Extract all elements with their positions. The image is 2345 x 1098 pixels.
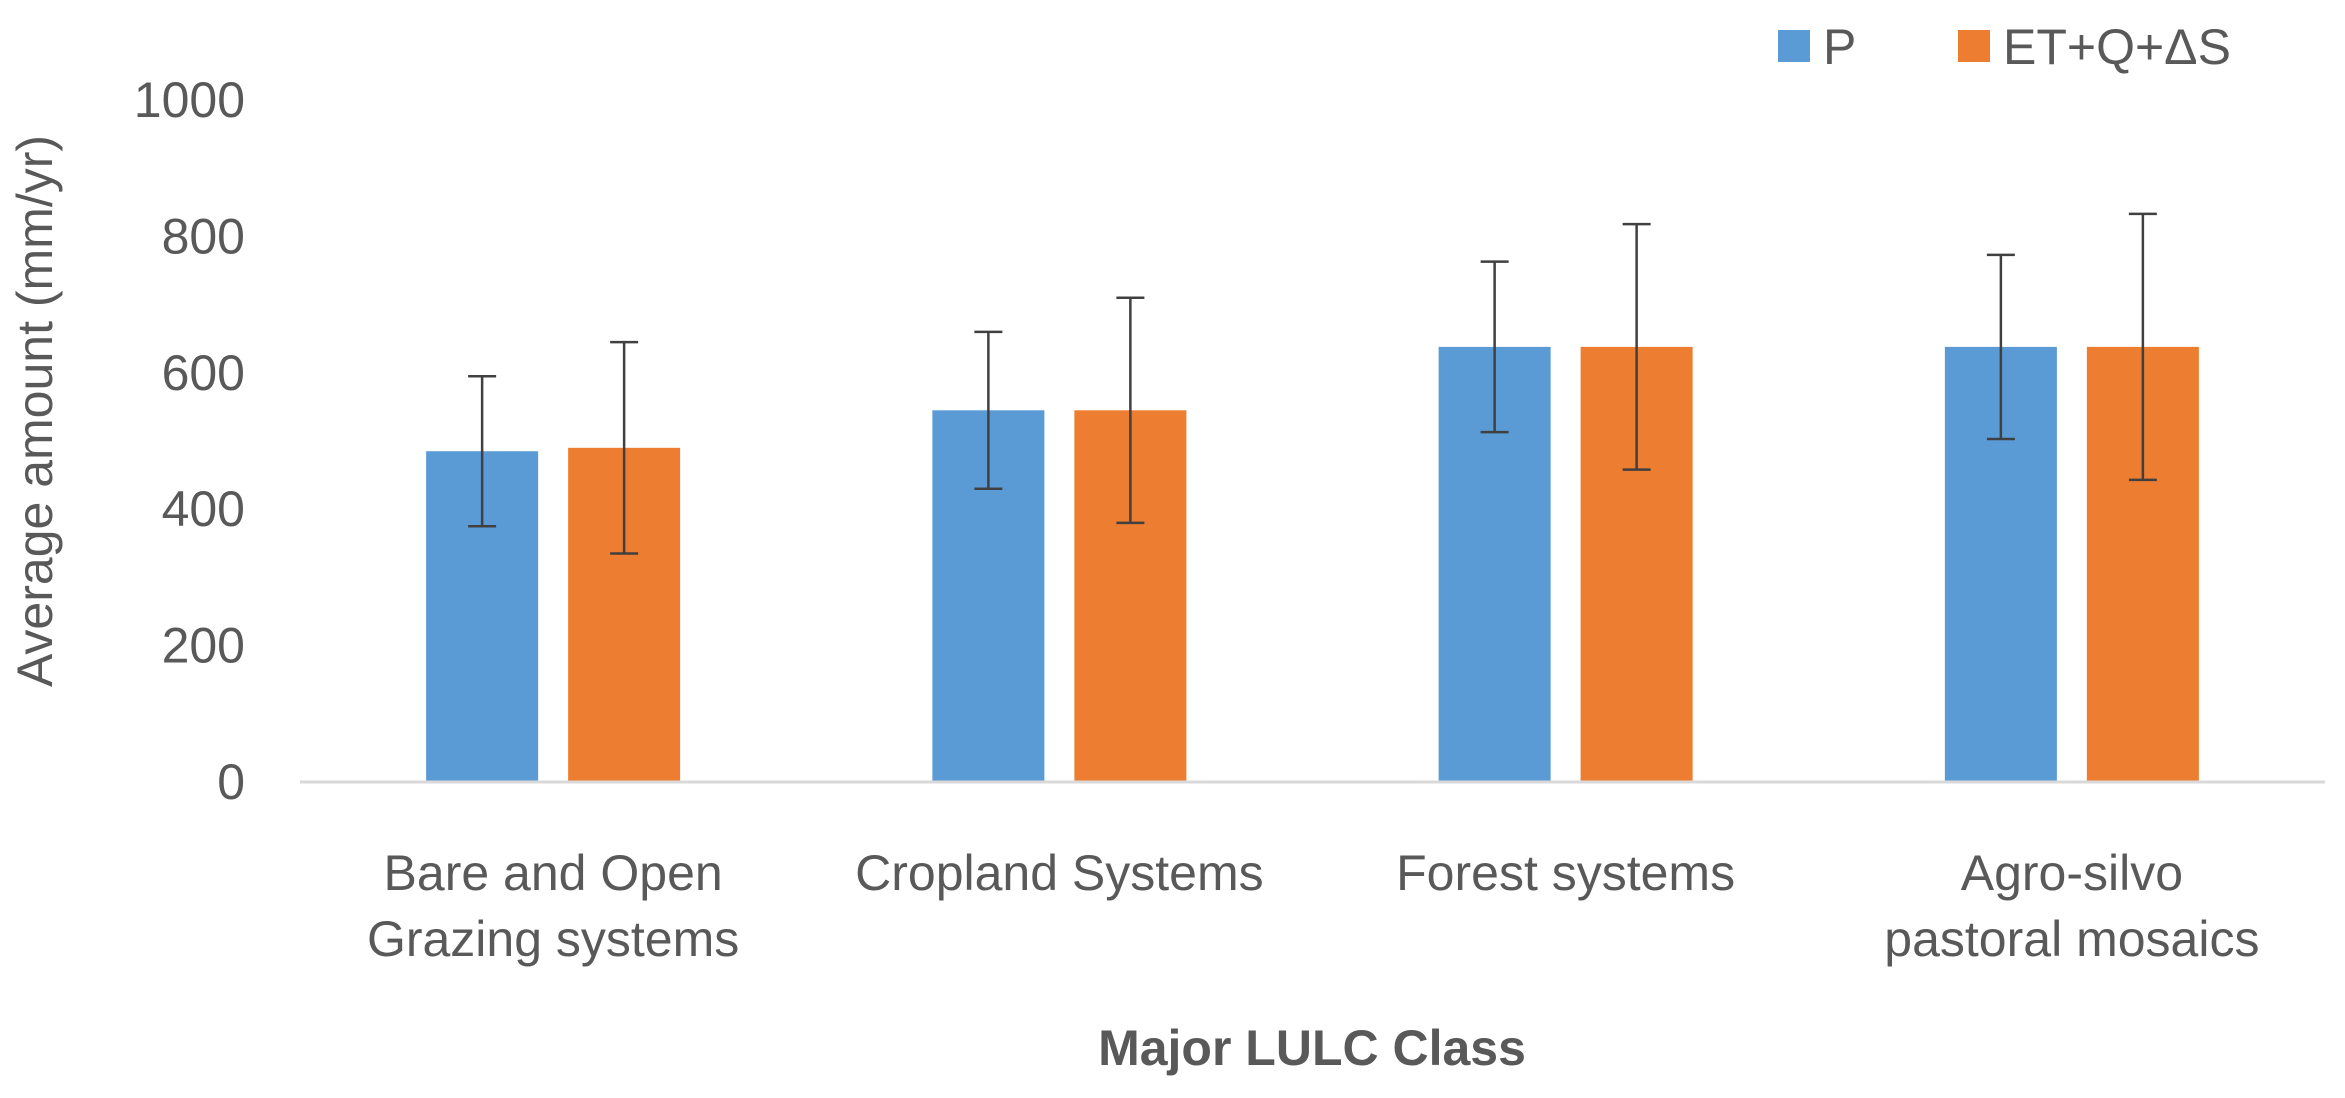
error-bar bbox=[468, 374, 497, 528]
x-category-label: Cropland Systems bbox=[855, 845, 1264, 901]
y-tick-label: 600 bbox=[162, 345, 245, 401]
legend-label: P bbox=[1823, 19, 1856, 75]
legend-label: ET+Q+ΔS bbox=[2003, 19, 2231, 75]
legend-p: P bbox=[1778, 19, 1856, 75]
error-bar bbox=[1116, 296, 1145, 525]
error-bar bbox=[610, 340, 639, 555]
legend-swatch bbox=[1778, 30, 1810, 62]
y-axis: 0 200 400 600 800 1000 bbox=[134, 72, 245, 810]
bars bbox=[426, 346, 2199, 782]
error-bar bbox=[2128, 212, 2157, 482]
x-category-label: Forest systems bbox=[1396, 845, 1735, 901]
legend: P ET+Q+ΔS bbox=[1778, 19, 2231, 75]
y-axis-title: Average amount (mm/yr) bbox=[7, 135, 63, 687]
y-tick-label: 400 bbox=[162, 481, 245, 537]
legend-swatch bbox=[1958, 30, 1990, 62]
y-tick-label: 1000 bbox=[134, 72, 245, 128]
y-tick-label: 800 bbox=[162, 208, 245, 264]
error-bar bbox=[974, 330, 1003, 490]
error-bar bbox=[1622, 222, 1651, 471]
x-axis-categories: Bare and Open Grazing systems Cropland Sys… bbox=[367, 845, 2259, 967]
x-axis-title: Major LULC Class bbox=[1098, 1020, 1526, 1076]
error-bar bbox=[1480, 260, 1509, 434]
legend-et-q-ds: ET+Q+ΔS bbox=[1958, 19, 2231, 75]
y-tick-label: 0 bbox=[217, 754, 245, 810]
y-tick-label: 200 bbox=[162, 618, 245, 674]
error-bar bbox=[1986, 253, 2015, 441]
x-category-label: Agro-silvo pastoral mosaics bbox=[1884, 845, 2259, 967]
error-bars bbox=[468, 212, 2157, 555]
x-category-label: Bare and Open Grazing systems bbox=[367, 845, 739, 967]
